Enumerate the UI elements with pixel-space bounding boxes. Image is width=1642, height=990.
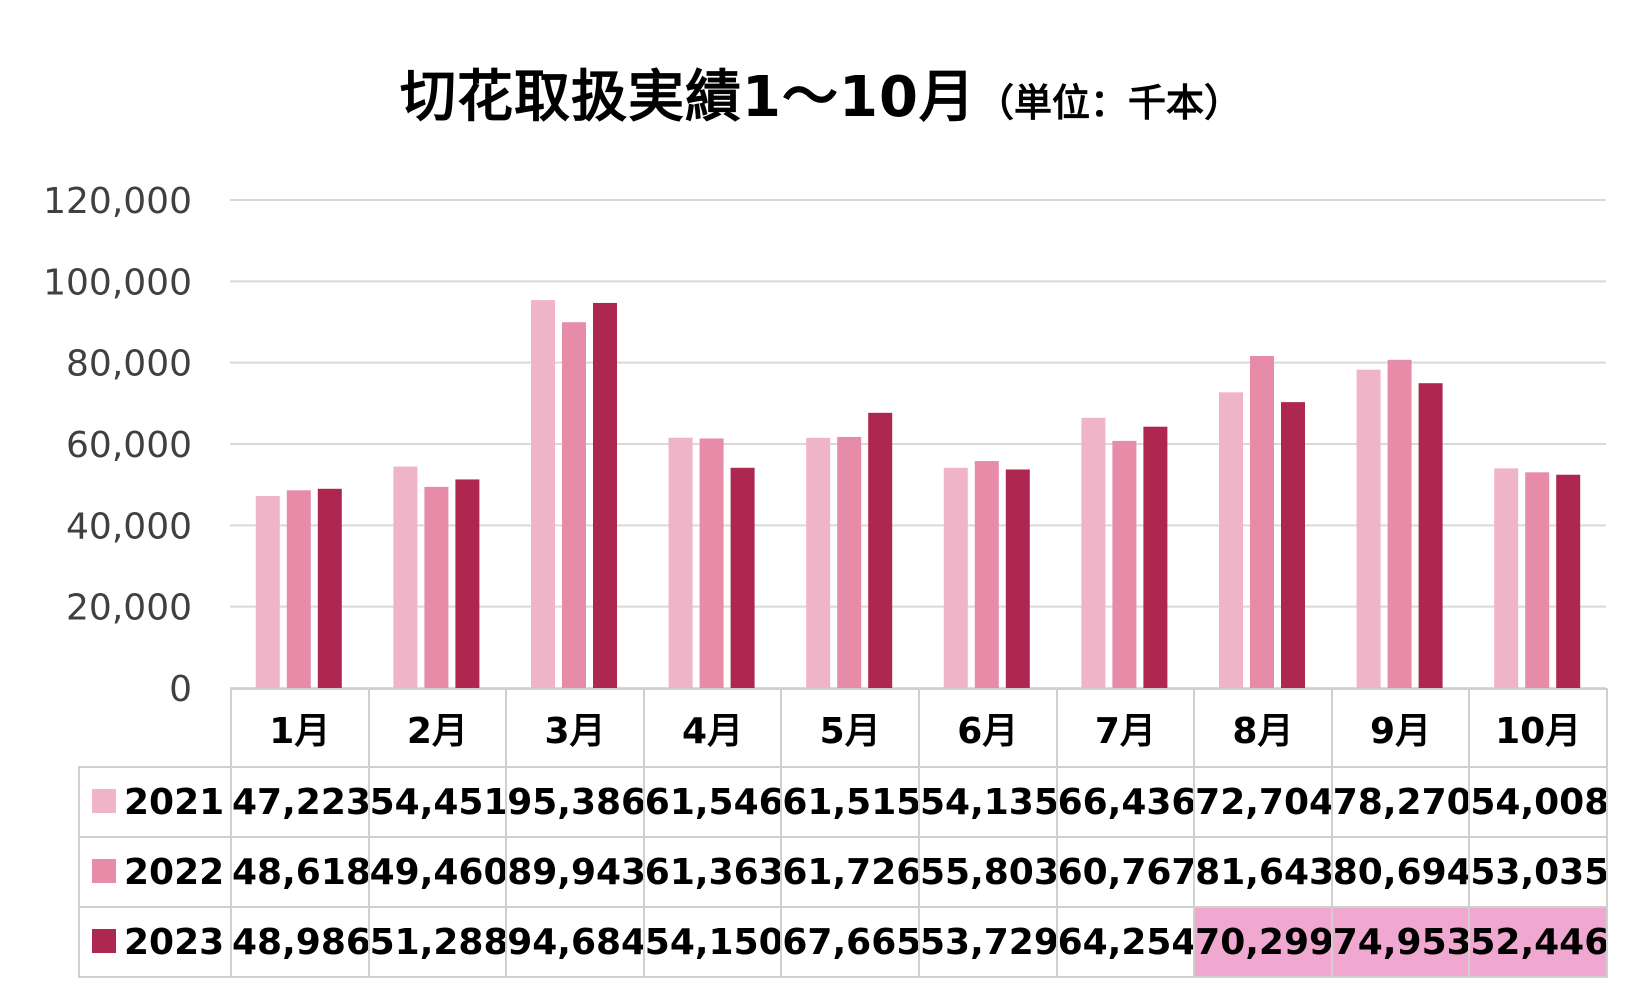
y-tick-label: 40,000 bbox=[66, 506, 192, 547]
legend-label: 2021 bbox=[124, 781, 225, 823]
data-cell: 61,546 bbox=[642, 766, 783, 838]
legend-label: 2022 bbox=[124, 851, 225, 893]
data-cell: 54,451 bbox=[367, 766, 508, 838]
data-cell: 55,803 bbox=[917, 836, 1058, 908]
data-cell: 95,386 bbox=[505, 766, 645, 838]
bar-2022-1 bbox=[286, 490, 311, 688]
bar-2021-10 bbox=[1494, 468, 1519, 688]
data-cell: 48,618 bbox=[230, 836, 370, 908]
table-row-2022: 2022 48,618 49,460 89,943 61,363 61,726 55,803… bbox=[78, 836, 1608, 908]
data-cell: 54,008 bbox=[1468, 766, 1608, 838]
data-cell: 61,363 bbox=[642, 836, 783, 908]
legend-swatch bbox=[92, 788, 116, 813]
y-tick-label: 80,000 bbox=[66, 344, 192, 385]
data-cell: 52,446 bbox=[1468, 906, 1608, 978]
bar-2021-3 bbox=[531, 300, 555, 688]
bar-2022-6 bbox=[974, 461, 999, 688]
chart-title-unit: （単位：千本） bbox=[975, 81, 1242, 125]
legend-entry: 2023 bbox=[78, 906, 232, 978]
data-cell: 64,254 bbox=[1055, 906, 1196, 978]
bar-2021-4 bbox=[668, 437, 693, 688]
x-category-label: 2月 bbox=[367, 688, 508, 768]
data-cell: 60,767 bbox=[1055, 836, 1196, 908]
bar-2022-9 bbox=[1387, 359, 1412, 688]
bar-2023-1 bbox=[317, 488, 342, 688]
legend-swatch bbox=[92, 858, 116, 883]
bar-2021-1 bbox=[255, 495, 280, 688]
data-cell: 61,515 bbox=[780, 766, 920, 838]
y-tick-label: 20,000 bbox=[66, 588, 192, 629]
x-category-label: 1月 bbox=[230, 688, 370, 768]
y-tick-label: 120,000 bbox=[43, 181, 192, 222]
bar-2022-10 bbox=[1525, 472, 1550, 688]
bar-2021-7 bbox=[1081, 417, 1106, 688]
chart-title: 切花取扱実績1～10月（単位：千本） bbox=[0, 52, 1642, 133]
legend-entry: 2022 bbox=[78, 836, 232, 908]
table-row-2021: 2021 47,223 54,451 95,386 61,546 61,515 54,135… bbox=[78, 766, 1608, 838]
data-table: 1月 2月 3月 4月 5月 6月 7月 8月 9月 10月 2021 47,223 54,451 95,… bbox=[78, 688, 1608, 978]
table-row-2023: 2023 48,986 51,288 94,684 54,150 67,665 53,729… bbox=[78, 906, 1608, 978]
x-category-label: 6月 bbox=[917, 688, 1058, 768]
bar-2023-8 bbox=[1281, 402, 1305, 688]
bar-2023-3 bbox=[593, 302, 617, 688]
data-cell: 78,270 bbox=[1330, 766, 1471, 838]
bar-2023-9 bbox=[1418, 383, 1443, 688]
data-cell: 61,726 bbox=[780, 836, 920, 908]
bar-2023-7 bbox=[1143, 426, 1168, 688]
bar-2023-2 bbox=[455, 479, 480, 688]
x-category-label: 8月 bbox=[1193, 688, 1333, 768]
bar-2023-6 bbox=[1005, 469, 1030, 688]
data-cell: 89,943 bbox=[505, 836, 645, 908]
bar-2021-6 bbox=[943, 467, 968, 688]
data-cell: 53,729 bbox=[917, 906, 1058, 978]
data-cell: 54,150 bbox=[642, 906, 783, 978]
data-cell: 74,953 bbox=[1330, 906, 1471, 978]
bar-2023-10 bbox=[1556, 474, 1581, 688]
bar-2023-4 bbox=[730, 467, 755, 688]
table-corner bbox=[79, 689, 232, 768]
data-cell: 72,704 bbox=[1193, 766, 1333, 838]
x-category-label: 7月 bbox=[1055, 688, 1196, 768]
x-category-label: 3月 bbox=[505, 688, 645, 768]
x-category-label: 9月 bbox=[1330, 688, 1471, 768]
data-cell: 54,135 bbox=[917, 766, 1058, 838]
legend-swatch bbox=[92, 928, 116, 953]
data-cell: 47,223 bbox=[230, 766, 370, 838]
bar-2022-8 bbox=[1250, 355, 1274, 688]
bar-2022-5 bbox=[837, 436, 862, 688]
bar-2022-7 bbox=[1112, 440, 1137, 688]
data-cell: 94,684 bbox=[505, 906, 645, 978]
bar-2023-5 bbox=[868, 412, 893, 688]
x-category-label: 10月 bbox=[1468, 688, 1608, 768]
bar-2021-5 bbox=[806, 437, 831, 688]
bar-2022-3 bbox=[562, 322, 586, 688]
bar-2021-2 bbox=[393, 466, 418, 688]
bar-2021-9 bbox=[1356, 369, 1381, 688]
bar-2022-4 bbox=[699, 438, 724, 688]
x-category-label: 4月 bbox=[642, 688, 783, 768]
data-cell: 51,288 bbox=[367, 906, 508, 978]
data-cell: 49,460 bbox=[367, 836, 508, 908]
x-category-label: 5月 bbox=[780, 688, 920, 768]
y-tick-label: 100,000 bbox=[43, 262, 192, 303]
legend-label: 2023 bbox=[124, 921, 225, 963]
data-cell: 53,035 bbox=[1468, 836, 1608, 908]
bar-2021-8 bbox=[1219, 392, 1243, 688]
table-header-row: 1月 2月 3月 4月 5月 6月 7月 8月 9月 10月 bbox=[79, 688, 1608, 768]
chart-title-main: 切花取扱実績1～10月 bbox=[400, 65, 976, 130]
data-cell: 70,299 bbox=[1193, 906, 1333, 978]
data-cell: 67,665 bbox=[780, 906, 920, 978]
y-tick-label: 60,000 bbox=[66, 425, 192, 466]
data-cell: 48,986 bbox=[230, 906, 370, 978]
data-cell: 81,643 bbox=[1193, 836, 1333, 908]
data-cell: 66,436 bbox=[1055, 766, 1196, 838]
data-cell: 80,694 bbox=[1330, 836, 1471, 908]
legend-entry: 2021 bbox=[78, 766, 232, 838]
bar-2022-2 bbox=[424, 486, 449, 688]
